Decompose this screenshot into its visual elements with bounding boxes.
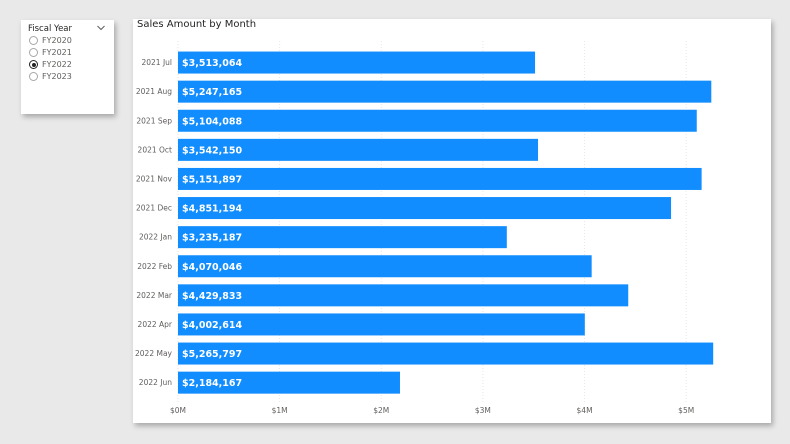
- slicer-option-label: FY2022: [42, 60, 72, 69]
- sales-chart-panel: 2021 Jul $3,513,064 2021 Aug $5,247,165 2021…: [133, 19, 771, 423]
- category-label: 2021 Sep: [136, 116, 172, 125]
- bar[interactable]: [178, 80, 712, 103]
- radio-button[interactable]: [29, 72, 38, 81]
- bar[interactable]: [178, 197, 672, 220]
- data-label: $2,184,167: [182, 378, 242, 389]
- category-label: 2022 May: [135, 349, 173, 358]
- x-tick-label: $3M: [475, 406, 491, 415]
- data-label: $3,513,064: [182, 58, 242, 69]
- x-tick-label: $1M: [272, 406, 288, 415]
- category-label: 2022 Apr: [138, 320, 173, 329]
- x-tick-label: $5M: [678, 406, 694, 415]
- data-label: $5,151,897: [182, 174, 242, 185]
- x-tick-label: $0M: [170, 406, 186, 415]
- bar[interactable]: [178, 51, 536, 74]
- category-label: 2022 Mar: [136, 291, 173, 300]
- data-label: $4,851,194: [182, 204, 242, 215]
- category-label: 2021 Nov: [136, 174, 173, 183]
- fiscal-year-slicer: Fiscal Year FY2020 FY2021 FY2022 FY2023: [21, 20, 114, 114]
- radio-button[interactable]: [29, 48, 38, 57]
- slicer-option-label: FY2021: [42, 48, 72, 57]
- category-label: 2021 Jul: [141, 58, 172, 67]
- category-label: 2022 Jun: [139, 378, 172, 387]
- data-label: $4,070,046: [182, 262, 242, 273]
- category-label: 2021 Oct: [138, 145, 172, 154]
- bar[interactable]: [178, 167, 702, 190]
- slicer-option-label: FY2023: [42, 72, 72, 81]
- slicer-title: Fiscal Year: [28, 24, 73, 34]
- chevron-down-icon[interactable]: [96, 24, 106, 32]
- bar[interactable]: [178, 342, 714, 365]
- slicer-option-fy2023[interactable]: FY2023: [29, 71, 72, 82]
- category-label: 2021 Aug: [136, 87, 172, 96]
- bar[interactable]: [178, 109, 697, 132]
- x-tick-label: $4M: [577, 406, 593, 415]
- slicer-option-fy2022[interactable]: FY2022: [29, 59, 72, 70]
- category-label: 2022 Feb: [137, 262, 172, 271]
- data-label: $4,429,833: [182, 291, 242, 302]
- bar[interactable]: [178, 226, 507, 249]
- bar[interactable]: [178, 313, 585, 336]
- data-label: $3,542,150: [182, 145, 242, 156]
- data-label: $5,104,088: [182, 116, 242, 127]
- data-label: $4,002,614: [182, 320, 242, 331]
- slicer-option-fy2020[interactable]: FY2020: [29, 35, 72, 46]
- data-label: $3,235,187: [182, 233, 242, 244]
- category-label: 2021 Dec: [136, 204, 172, 213]
- data-label: $5,265,797: [182, 349, 242, 360]
- bar[interactable]: [178, 255, 592, 278]
- chart-title: Sales Amount by Month: [137, 19, 257, 30]
- slicer-option-fy2021[interactable]: FY2021: [29, 47, 72, 58]
- slicer-option-label: FY2020: [42, 36, 72, 45]
- data-label: $5,247,165: [182, 87, 242, 98]
- radio-button-selected[interactable]: [29, 60, 38, 69]
- bar-chart: 2021 Jul $3,513,064 2021 Aug $5,247,165 2021…: [135, 41, 714, 415]
- radio-button[interactable]: [29, 36, 38, 45]
- bar[interactable]: [178, 371, 400, 394]
- category-label: 2022 Jan: [139, 233, 172, 242]
- x-tick-label: $2M: [373, 406, 389, 415]
- bar[interactable]: [178, 138, 539, 161]
- bar[interactable]: [178, 284, 629, 307]
